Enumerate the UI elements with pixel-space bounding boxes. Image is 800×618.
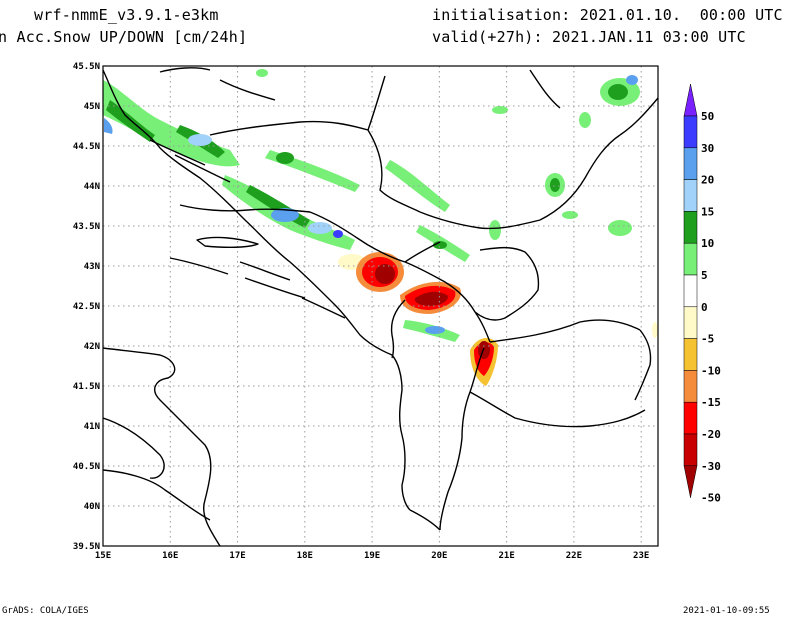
colorbar-segment (683, 179, 698, 212)
colorbar-label: 20 (701, 174, 714, 187)
colorbar-label: -5 (701, 333, 714, 346)
lat-tick-label: 44.5N (73, 142, 100, 152)
colorbar-label: 10 (701, 237, 714, 250)
colorbar-segment (683, 401, 698, 435)
colorbar-top-arrow (683, 83, 698, 117)
colorbar-label: 50 (701, 110, 714, 123)
colorbar (683, 83, 698, 498)
lat-lon-grid (103, 66, 658, 546)
colorbar-label: 15 (701, 205, 714, 218)
colorbar-segment (683, 211, 698, 244)
lat-tick-label: 45N (84, 102, 100, 112)
colorbar-label: -15 (701, 396, 721, 409)
lat-tick-label: 40N (84, 502, 100, 512)
colorbar-label: -10 (701, 364, 721, 377)
colorbar-label: -20 (701, 428, 721, 441)
colorbar-segment (683, 306, 698, 339)
colorbar-label: 5 (701, 269, 708, 282)
lat-tick-label: 41N (84, 422, 100, 432)
latitude-labels: 45.5N 45N 44.5N 44N 43.5N 43N 42.5N 42N 41.5N 41N… (73, 62, 100, 552)
colorbar-segment (683, 242, 698, 276)
lon-tick-label: 18E (297, 551, 313, 561)
colorbar-segment (683, 115, 698, 149)
lon-tick-label: 22E (566, 551, 582, 561)
colorbar-segment (683, 338, 698, 371)
lat-tick-label: 42N (84, 342, 100, 352)
lat-tick-label: 39.5N (73, 542, 100, 552)
lat-tick-label: 44N (84, 182, 100, 192)
field-title: n Acc.Snow UP/DOWN [cm/24h] (0, 28, 248, 46)
lon-tick-label: 17E (229, 551, 245, 561)
lat-tick-label: 41.5N (73, 382, 100, 392)
map-frame (102, 65, 659, 547)
footer-timestamp: 2021-01-10-09:55 (683, 606, 770, 616)
lat-tick-label: 40.5N (73, 462, 100, 472)
longitude-labels: 15E 16E 17E 18E 19E 20E 21E 22E 23E (95, 551, 649, 561)
lon-tick-label: 19E (364, 551, 380, 561)
colorbar-segment (683, 274, 698, 308)
lat-tick-label: 42.5N (73, 302, 100, 312)
colorbar-label: -50 (701, 492, 721, 505)
colorbar-segment (683, 147, 698, 180)
colorbar-bottom-arrow (683, 465, 698, 498)
valid-time: valid(+27h): 2021.JAN.11 03:00 UTC (432, 28, 746, 46)
footer-credit: GrADS: COLA/IGES (2, 606, 89, 616)
colorbar-label: 0 (701, 301, 708, 314)
colorbar-label: -30 (701, 460, 721, 473)
colorbar-label: 30 (701, 142, 714, 155)
lon-tick-label: 20E (431, 551, 447, 561)
lat-tick-label: 43.5N (73, 222, 100, 232)
lon-tick-label: 16E (162, 551, 178, 561)
snow-melt-field (338, 252, 658, 386)
coastlines-borders (103, 67, 658, 546)
lon-tick-label: 23E (633, 551, 649, 561)
init-time: initialisation: 2021.01.10. 00:00 UTC (432, 6, 783, 24)
lat-tick-label: 43N (84, 262, 100, 272)
colorbar-segment (683, 370, 698, 403)
model-title: wrf-nmmE_v3.9.1-e3km (34, 6, 219, 24)
lat-tick-label: 45.5N (73, 62, 100, 72)
map-area (103, 66, 658, 546)
lon-tick-label: 15E (95, 551, 111, 561)
lon-tick-label: 21E (499, 551, 515, 561)
colorbar-segment (683, 433, 698, 467)
